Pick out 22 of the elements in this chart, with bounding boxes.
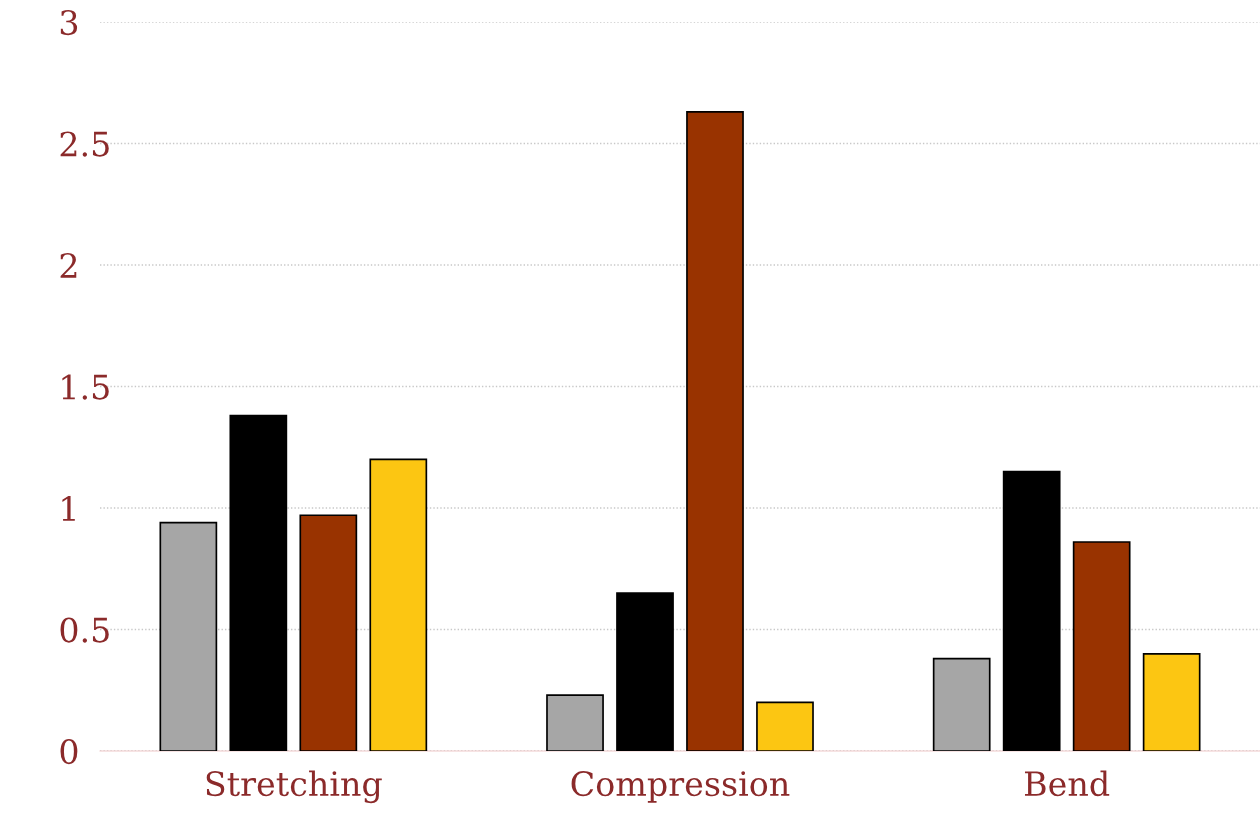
y-tick-label: 2 <box>60 252 77 278</box>
y-tick-label: 1 <box>62 495 75 521</box>
bar <box>1072 541 1131 751</box>
bar <box>369 458 428 751</box>
bar <box>299 514 358 751</box>
bar <box>1002 470 1061 751</box>
y-tick-label: 3 <box>60 9 78 36</box>
bar <box>756 701 814 751</box>
y-tick-label: 2.5 <box>60 131 109 157</box>
bar <box>159 521 218 751</box>
x-tick-label: Compression <box>571 771 790 803</box>
bar <box>616 592 674 751</box>
x-tick-label: Bend <box>1024 770 1110 797</box>
bar <box>1142 652 1201 751</box>
bar <box>229 414 288 751</box>
y-tick-label: 1.5 <box>62 374 109 400</box>
x-tick-label: Stretching <box>206 770 382 804</box>
y-tick-label: 0.5 <box>60 617 109 643</box>
bar <box>932 657 991 751</box>
y-tick-label: 0 <box>60 738 78 765</box>
bar <box>686 111 744 751</box>
bar <box>546 694 604 751</box>
